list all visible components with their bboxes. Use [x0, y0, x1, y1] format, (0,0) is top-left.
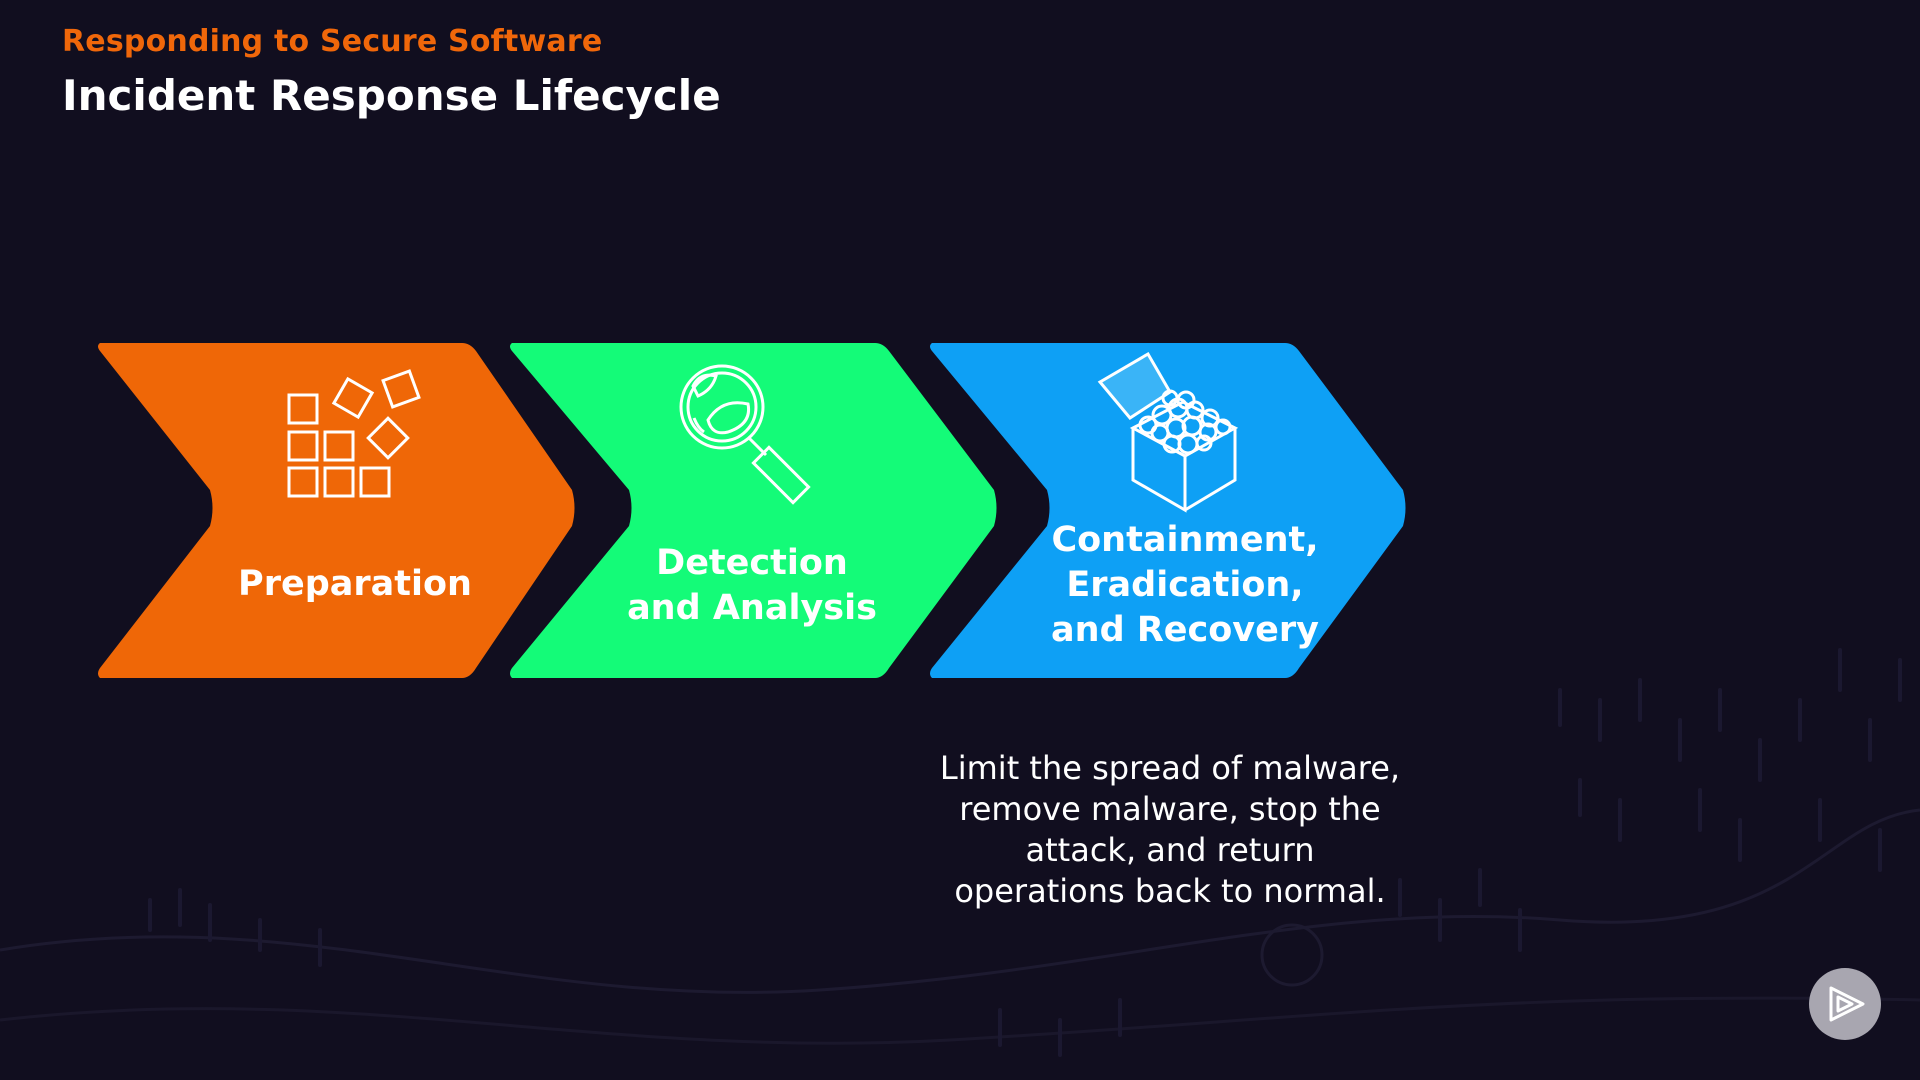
- stage-description: Limit the spread of malware, remove malw…: [939, 749, 1401, 910]
- magnifier-globe-icon: [679, 364, 811, 505]
- stage-label-detection: Detection and Analysis: [627, 543, 877, 628]
- play-logo-icon: [1829, 986, 1865, 1022]
- play-logo-button[interactable]: [1809, 968, 1881, 1040]
- stage-containment-chevron: [930, 343, 1406, 678]
- stage-label-preparation: Preparation: [238, 564, 472, 604]
- blocks-icon: [287, 369, 421, 498]
- box-of-balls-icon: [1097, 351, 1239, 513]
- section-kicker: Responding to Secure Software: [62, 24, 603, 59]
- stage-label-containment: Containment, Eradication, and Recovery: [1051, 520, 1319, 650]
- stage-preparation-chevron: [98, 343, 575, 678]
- page-title: Incident Response Lifecycle: [62, 71, 721, 120]
- stage-detection-chevron: [510, 343, 997, 678]
